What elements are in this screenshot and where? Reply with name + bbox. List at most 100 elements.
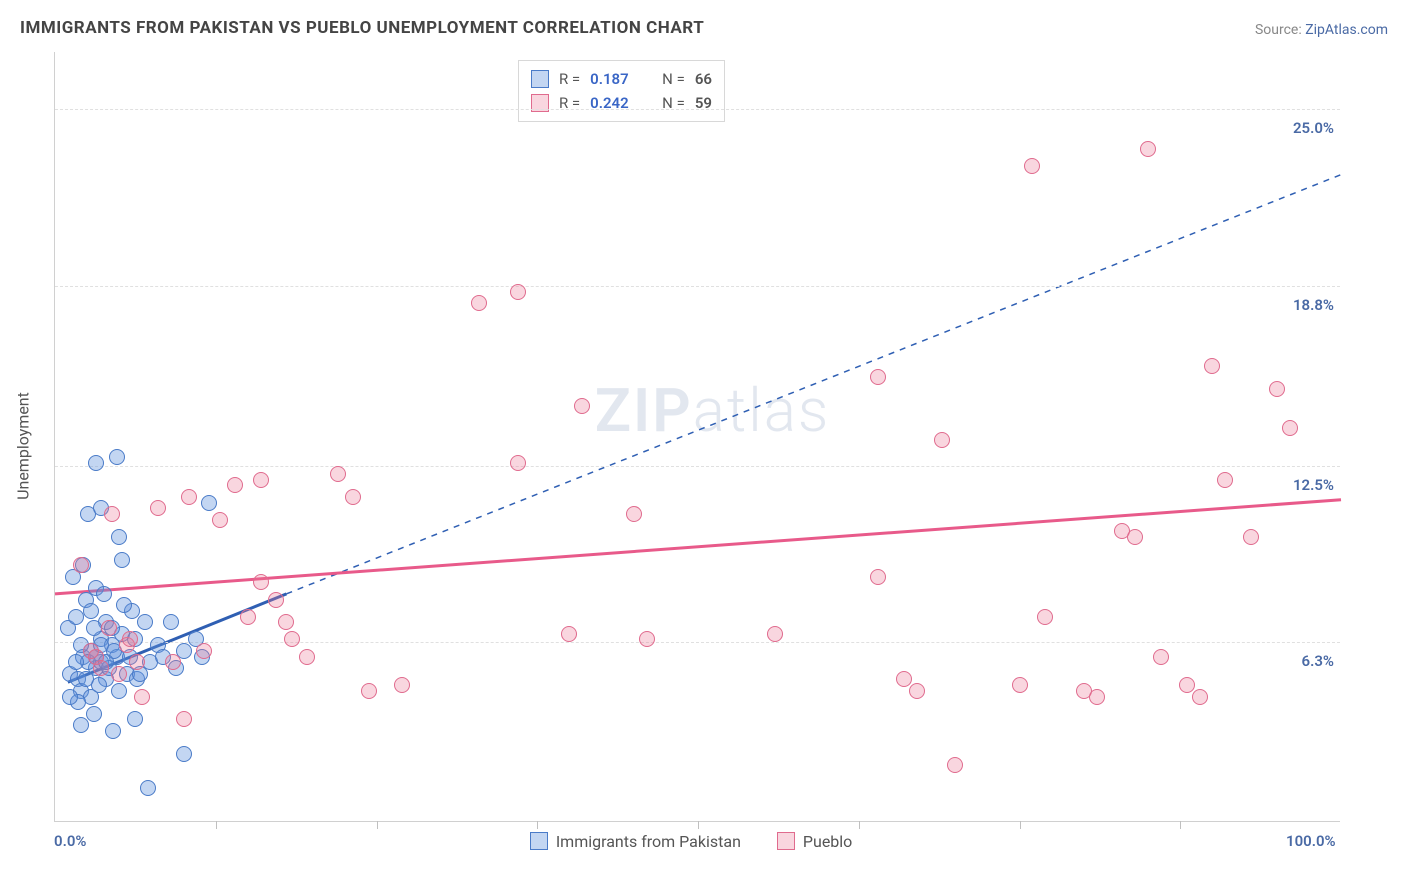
pakistan-point <box>96 586 112 602</box>
pueblo-point <box>134 689 150 705</box>
y-tick-label: 25.0% <box>1293 119 1334 137</box>
pueblo-point <box>101 620 117 636</box>
x-tick-label: 100.0% <box>1286 832 1336 850</box>
trend-line <box>286 175 1341 594</box>
pueblo-point <box>240 609 256 625</box>
pakistan-point <box>68 654 84 670</box>
pueblo-point <box>639 631 655 647</box>
r-label: R = <box>559 70 580 88</box>
x-tick <box>216 821 217 829</box>
pueblo-point <box>181 489 197 505</box>
x-tick <box>859 821 860 829</box>
pueblo-point <box>93 660 109 676</box>
pueblo-point <box>934 432 950 448</box>
source-name: ZipAtlas.com <box>1305 22 1388 38</box>
pueblo-point <box>122 631 138 647</box>
pueblo-point <box>510 455 526 471</box>
pueblo-point <box>1153 649 1169 665</box>
pueblo-point <box>83 643 99 659</box>
pueblo-point <box>1282 420 1298 436</box>
pueblo-point <box>111 666 127 682</box>
pakistan-point <box>176 746 192 762</box>
pakistan-point <box>114 552 130 568</box>
y-tick-label: 6.3% <box>1302 652 1334 670</box>
pakistan-point <box>163 614 179 630</box>
pueblo-point <box>574 398 590 414</box>
pueblo-point <box>767 626 783 642</box>
pueblo-point <box>165 654 181 670</box>
pakistan-point <box>111 529 127 545</box>
watermark: ZIPatlas <box>595 375 831 446</box>
x-tick <box>1180 821 1181 829</box>
pueblo-point <box>1037 609 1053 625</box>
pueblo-point <box>870 569 886 585</box>
pakistan-point <box>83 603 99 619</box>
x-tick-label: 0.0% <box>54 832 86 850</box>
pueblo-point <box>196 643 212 659</box>
gridline <box>55 286 1340 287</box>
legend-label: Immigrants from Pakistan <box>556 832 741 851</box>
x-tick <box>1020 821 1021 829</box>
legend-label: Pueblo <box>803 832 852 851</box>
pueblo-point <box>1192 689 1208 705</box>
chart-title: IMMIGRANTS FROM PAKISTAN VS PUEBLO UNEMP… <box>20 18 704 38</box>
legend-swatch <box>531 70 549 88</box>
pueblo-point <box>1217 472 1233 488</box>
pakistan-point <box>105 723 121 739</box>
pakistan-point <box>86 706 102 722</box>
legend-swatch <box>530 832 548 850</box>
pueblo-point <box>253 574 269 590</box>
y-tick-label: 18.8% <box>1293 296 1334 314</box>
pueblo-point <box>1140 141 1156 157</box>
pueblo-point <box>1012 677 1028 693</box>
x-tick <box>698 821 699 829</box>
pueblo-point <box>212 512 228 528</box>
source-credit: Source: ZipAtlas.com <box>1255 22 1388 38</box>
pueblo-point <box>299 649 315 665</box>
pueblo-point <box>150 500 166 516</box>
x-tick <box>537 821 538 829</box>
pueblo-point <box>909 683 925 699</box>
pakistan-point <box>116 597 132 613</box>
series-legend: Immigrants from Pakistan Pueblo <box>530 832 853 851</box>
trend-line <box>55 500 1341 594</box>
pueblo-point <box>1243 529 1259 545</box>
pueblo-point <box>176 711 192 727</box>
legend-item-pueblo: Pueblo <box>777 832 852 851</box>
pakistan-point <box>111 683 127 699</box>
pueblo-point <box>510 284 526 300</box>
legend-item-pakistan: Immigrants from Pakistan <box>530 832 741 851</box>
watermark-bold: ZIP <box>595 375 693 446</box>
pueblo-point <box>129 654 145 670</box>
pueblo-point <box>394 677 410 693</box>
pueblo-point <box>278 614 294 630</box>
trend-lines <box>55 52 1341 822</box>
gridline <box>55 466 1340 467</box>
pueblo-point <box>561 626 577 642</box>
pueblo-point <box>330 466 346 482</box>
pakistan-point <box>68 609 84 625</box>
legend-row-pakistan: R =0.187N =66 <box>531 67 712 91</box>
pueblo-point <box>1127 529 1143 545</box>
pueblo-point <box>626 506 642 522</box>
pueblo-point <box>947 757 963 773</box>
watermark-thin: atlas <box>693 375 831 446</box>
pueblo-point <box>284 631 300 647</box>
pueblo-point <box>1204 358 1220 374</box>
pueblo-point <box>73 557 89 573</box>
pakistan-point <box>140 780 156 796</box>
pueblo-point <box>268 592 284 608</box>
pueblo-point <box>1089 689 1105 705</box>
r-value: 0.187 <box>590 70 644 88</box>
pueblo-point <box>345 489 361 505</box>
pakistan-point <box>201 495 217 511</box>
correlation-legend: R =0.187N =66R =0.242N =59 <box>518 60 725 122</box>
pueblo-point <box>1269 381 1285 397</box>
gridline <box>55 642 1340 643</box>
scatter-plot-area: ZIPatlas R =0.187N =66R =0.242N =59 6.3%… <box>54 52 1340 822</box>
pueblo-point <box>104 506 120 522</box>
y-axis-label: Unemployment <box>13 392 32 500</box>
pueblo-point <box>253 472 269 488</box>
n-value: 66 <box>695 70 712 88</box>
x-tick <box>377 821 378 829</box>
